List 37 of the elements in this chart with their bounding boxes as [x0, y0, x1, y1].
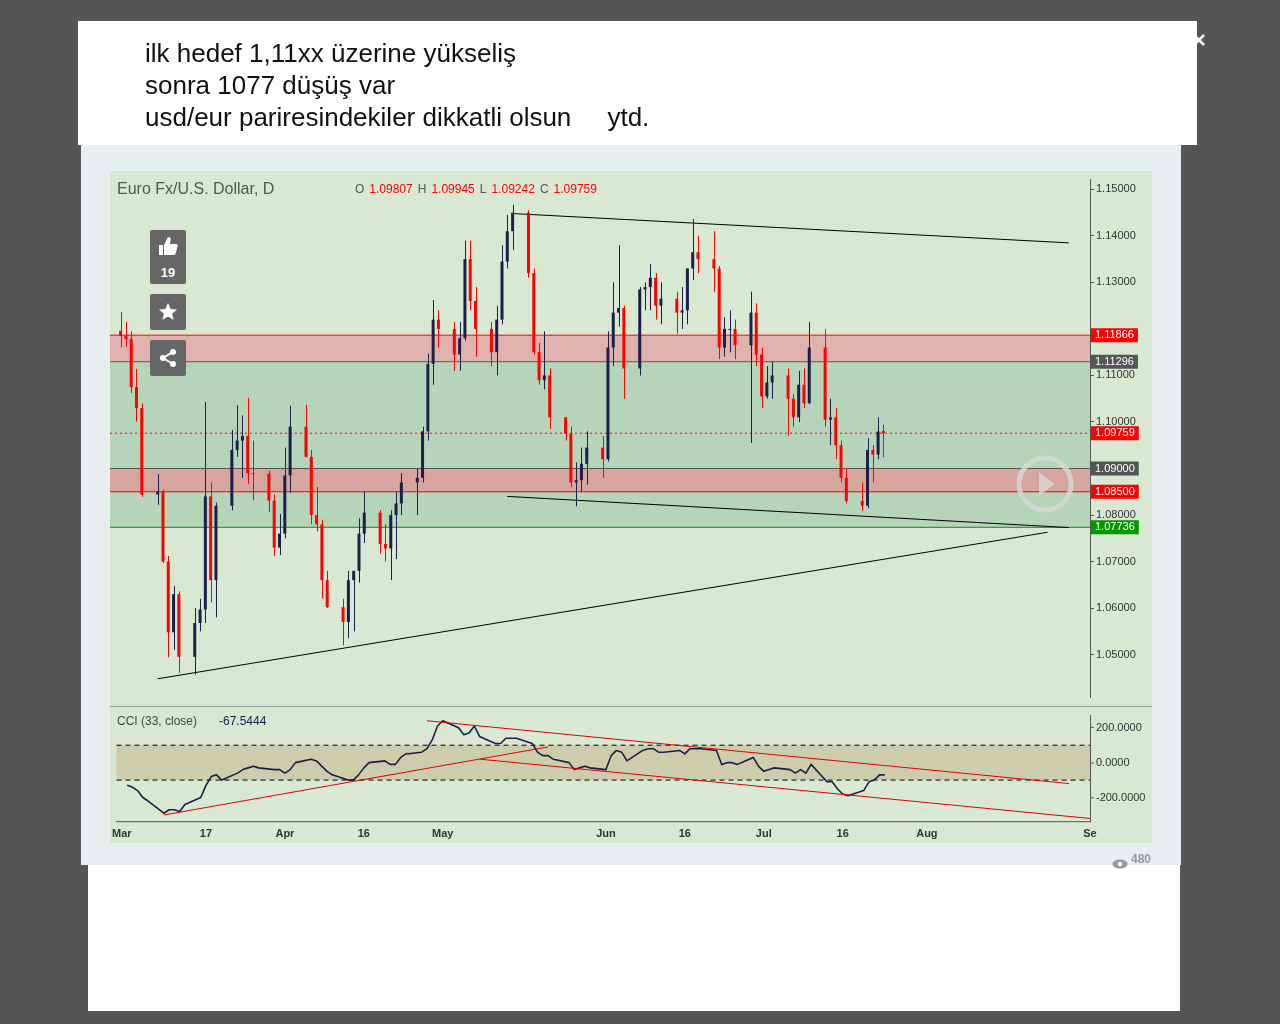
x-tick-label: Mar — [112, 827, 133, 840]
y-tick-label: 1.13000 — [1096, 275, 1136, 288]
x-tick-label: 17 — [199, 827, 213, 840]
text: 480 — [1131, 852, 1152, 866]
chart-title: ilk hedef 1,11xx üzerine yükseliş sonra 1077 düşüş var usd/eur pariresindekiler dikkatli olsun ytd. — [145, 37, 650, 133]
y-tick-label: 1.05000 — [1096, 647, 1136, 660]
x-tick-label: Se — [1083, 827, 1097, 840]
ref-line-label: 1.11866 — [1095, 328, 1134, 341]
y-tick-label: 200.0000 — [1096, 720, 1142, 733]
annotation: O 1.09807 H 1.09945 L 1.09242 C 1.09759 — [355, 182, 597, 196]
y-tick-label: 1.07000 — [1096, 554, 1136, 567]
x-tick-label: Aug — [916, 827, 938, 840]
y-tick-label: 1.11000 — [1096, 368, 1135, 381]
ref-line-label: 1.09759 — [1095, 426, 1135, 439]
y-tick-label: 1.10000 — [1096, 415, 1136, 428]
chart-title: CCI (33, close) — [117, 714, 198, 728]
ref-line-label: 1.07736 — [1095, 520, 1135, 533]
x-tick-label: 16 — [678, 827, 691, 840]
y-tick-label: 0.0000 — [1096, 755, 1130, 768]
x-tick-label: 16 — [836, 827, 849, 840]
like-button: 19 — [150, 230, 186, 284]
y-tick-label: 1.15000 — [1096, 182, 1136, 195]
chart-subtitle: Euro Fx/U.S. Dollar, D — [117, 180, 275, 198]
y-tick-label: -200.0000 — [1096, 790, 1146, 803]
x-tick-label: Apr — [275, 827, 296, 840]
y-tick-label: 1.14000 — [1096, 228, 1136, 241]
y-tick-label: 1.08000 — [1096, 508, 1136, 521]
x-tick-label: Jun — [596, 827, 616, 840]
x-tick-label: Jul — [755, 827, 772, 840]
ref-line-label: 1.08500 — [1095, 484, 1135, 497]
x-tick-label: May — [432, 827, 455, 840]
annotation: 19 — [159, 265, 177, 280]
x-tick-label: 16 — [357, 827, 370, 840]
annotation: -67.5444 — [219, 714, 267, 728]
ref-line-label: 1.11296 — [1095, 354, 1134, 367]
ref-line-label: 1.09000 — [1095, 461, 1135, 474]
y-tick-label: 1.06000 — [1096, 601, 1136, 614]
